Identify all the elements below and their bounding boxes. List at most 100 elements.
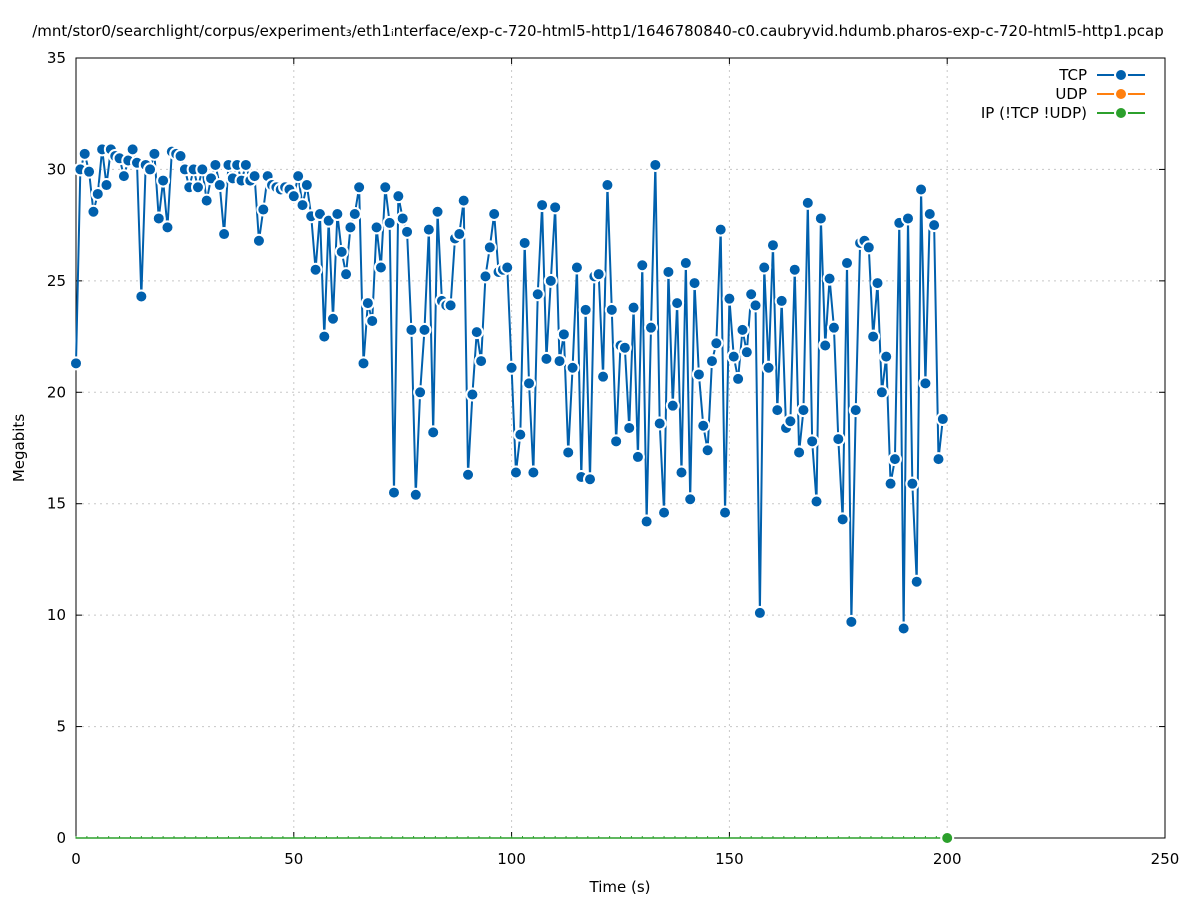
tcp-point [600,178,615,193]
tcp-point [395,211,410,226]
tcp-point [156,173,171,188]
tcp-point [718,505,733,520]
chart-title: /mnt/stor0/searchlight/corpus/experiment… [32,22,1164,40]
tcp-point [469,325,484,340]
tcp-point [334,244,349,259]
tcp-point [195,162,210,177]
tcp-point [543,273,558,288]
tcp-line [75,146,944,629]
tcp-point [77,146,92,161]
tcp-point [478,269,493,284]
tcp-point [561,445,576,460]
legend-entry: TCP [1058,66,1145,84]
tcp-point [879,349,894,364]
legend-label: TCP [1058,66,1087,84]
x-tick-label: 150 [715,850,744,868]
tcp-point [217,227,232,242]
tcp-point [474,354,489,369]
tcp-point [914,182,929,197]
tcp-point [805,434,820,449]
tcp-point [783,414,798,429]
tcp-point [69,356,83,371]
tcp-point [796,403,811,418]
tcp-point [465,387,480,402]
tcp-point [748,298,763,313]
tcp-point [517,235,532,250]
tcp-point [604,302,619,317]
tcp-point [212,178,227,193]
tcp-point [330,207,345,221]
y-tick-label: 10 [47,606,66,624]
tcp-point [665,398,680,413]
tcp-point [617,340,632,355]
tcp-point [848,403,863,418]
y-tick-label: 25 [47,272,66,290]
tcp-point [504,360,519,375]
y-tick-label: 5 [56,718,66,736]
tcp-point [861,240,876,255]
tcp-point [935,412,950,427]
tcp-point [513,427,528,442]
tcp-point [704,354,719,369]
tcp-point [774,293,789,308]
tcp-point [657,505,672,520]
tcp-point [813,211,828,226]
tcp-point [522,376,537,391]
tcp-point [417,322,432,337]
tcp-point [909,574,924,589]
tcp-point [378,180,393,195]
tcp-point [800,195,815,210]
x-tick-label: 250 [1151,850,1180,868]
tcp-point [556,327,571,342]
tcp-point [317,329,332,344]
tcp-point [883,476,898,491]
tcp-point [339,267,354,282]
tcp-point [678,256,693,271]
tcp-point [722,291,737,306]
tcp-point [870,276,885,291]
tcp-point [674,465,689,480]
tcp-point [382,215,397,230]
tcp-point [565,360,580,375]
tcp-point [831,432,846,447]
tcp-point [347,207,362,221]
tcp-point [552,354,567,369]
legend-entry: IP (!TCP !UDP) [981,104,1145,122]
tcp-point [343,220,358,235]
legend-label: UDP [1055,85,1087,103]
tcp-point [190,180,205,195]
tcp-point [456,193,471,208]
tcp-point [365,313,380,328]
tcp-point [430,204,445,219]
tcp-point [487,207,502,221]
tcp-point [352,180,367,195]
tcp-point [661,264,676,279]
tcp-point [826,320,841,335]
y-tick-label: 15 [47,495,66,513]
tcp-point [670,296,685,311]
tcp-point [99,178,114,193]
tcp-point [143,162,158,177]
tcp-point [687,276,702,291]
tcp-point [160,220,175,235]
tcp-point [299,178,314,193]
tcp-point [752,605,767,620]
tcp-point [770,403,785,418]
tcp-point [630,449,645,464]
tcp-point [896,621,911,636]
y-tick-label: 35 [47,49,66,67]
tcp-point [404,322,419,337]
tcp-point [413,385,428,400]
tcp-point [125,142,140,157]
tcp-point [82,164,97,179]
tcp-point [356,356,371,371]
legend-marker [1114,87,1128,101]
tcp-point [696,418,711,433]
tcp-point [609,434,624,449]
x-axis-label: Time (s) [589,878,651,896]
tcp-point [652,416,667,431]
tcp-point [530,287,545,302]
tcp-point [809,494,824,509]
